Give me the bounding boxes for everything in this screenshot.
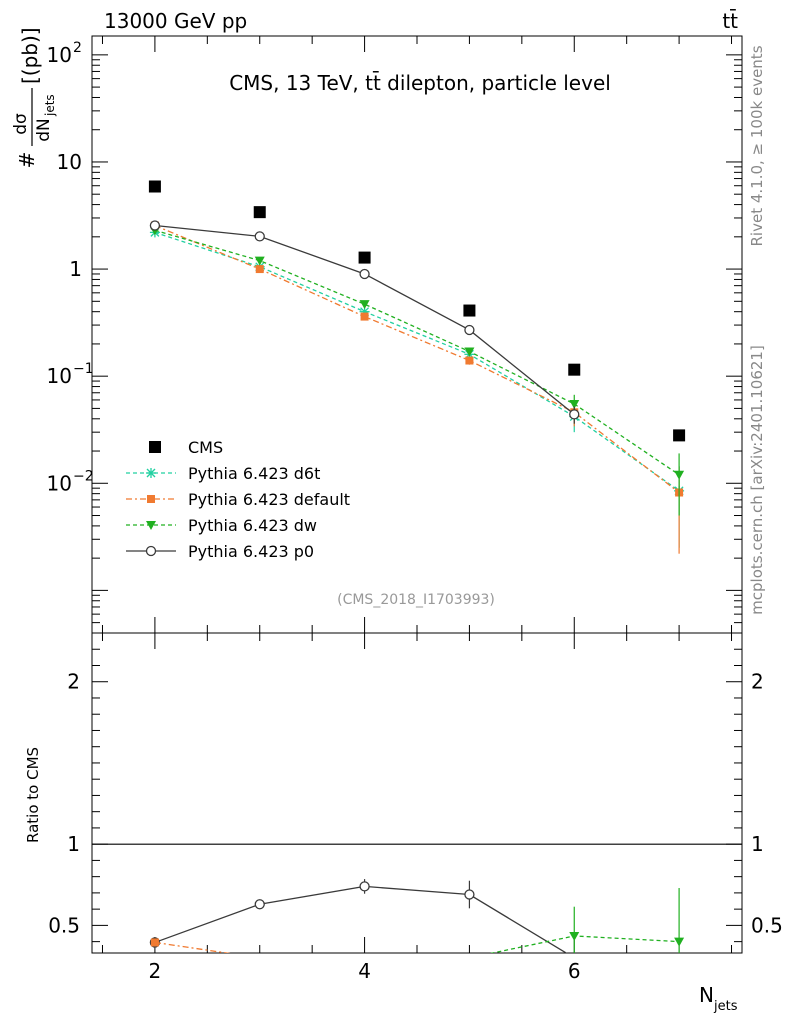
point-cms — [463, 304, 476, 317]
ratio-point-pythia-6-423-p0 — [254, 899, 265, 910]
legend-marker-pythia-6-423-d6t-stroke — [146, 468, 156, 478]
legend-label-cms: CMS — [188, 438, 223, 457]
legend-marker-pythia-6-423-p0 — [145, 545, 157, 557]
y-tick-label: 10 — [47, 43, 72, 67]
legend-label-pythia-6-423-d6t: Pythia 6.423 d6t — [188, 464, 320, 483]
ratio-y-axis-label: Ratio to CMS — [24, 747, 42, 843]
point-pythia-6-423-dw — [359, 300, 370, 310]
y-tick-label: 10 — [57, 150, 82, 174]
chart-title: CMS, 13 TeV, tt̄ dilepton, particle leve… — [229, 70, 611, 95]
ratio-y-tick-label-right: 0.5 — [751, 913, 783, 937]
ratio-series-layer — [149, 879, 685, 953]
point-pythia-6-423-default — [255, 265, 264, 274]
point-cms — [253, 206, 266, 219]
series-cms-data — [148, 180, 686, 442]
source-label: mcplots.cern.ch [arXiv:2401.10621] — [748, 345, 766, 615]
point-pythia-6-423-dw — [254, 256, 265, 266]
series-pythia-6-423-p0 — [149, 220, 580, 424]
header-left-label: 13000 GeV pp — [104, 9, 247, 33]
y-axis-label: # dσ dN jets [(pb)] — [11, 27, 57, 168]
y-label-denominator: dN — [34, 118, 54, 142]
point-pythia-6-423-default — [465, 356, 474, 365]
point-pythia-6-423-p0 — [464, 324, 475, 336]
legend-marker-cms — [149, 441, 161, 453]
y-label-numerator: dσ — [11, 113, 31, 135]
point-pythia-6-423-dw — [674, 470, 685, 480]
ratio-y-tick-label-right: 1 — [751, 832, 764, 856]
ratio-plot-frame — [91, 632, 743, 954]
rivet-version-label: Rivet 4.1.0, ≥ 100k events — [748, 45, 766, 246]
series-line-pythia-6-423-dw — [154, 229, 680, 476]
x-tick-label: 2 — [149, 959, 162, 983]
legend-label-pythia-6-423-dw: Pythia 6.423 dw — [188, 516, 317, 535]
x-axis-label: N jets — [699, 983, 738, 1014]
point-pythia-6-423-p0 — [254, 231, 265, 242]
ratio-y-tick-label: 0.5 — [48, 913, 80, 937]
ratio-point-pythia-6-423-p0 — [359, 881, 370, 892]
point-pythia-6-423-dw — [569, 399, 580, 409]
point-pythia-6-423-default — [360, 312, 369, 321]
ratio-y-tick-label-right: 2 — [751, 670, 764, 694]
y-label-unit: [(pb)] — [18, 27, 42, 84]
series-line-pythia-6-423-default — [154, 224, 680, 494]
legend: CMS Pythia 6.423 d6t Pythia 6.423 default P… — [126, 438, 350, 561]
y-tick-label: 10 — [47, 364, 72, 388]
ratio-y-tick-label: 1 — [67, 832, 80, 856]
ratio-pythia-6-423-p0 — [149, 879, 568, 953]
legend-label-pythia-6-423-p0: Pythia 6.423 p0 — [188, 542, 314, 561]
ratio-point-pythia-6-423-p0 — [464, 889, 475, 900]
point-pythia-6-423-p0 — [359, 268, 370, 280]
x-label-main: N — [699, 983, 714, 1007]
point-cms — [568, 363, 581, 376]
point-pythia-6-423-dw — [464, 347, 475, 357]
point-cms — [358, 251, 371, 264]
point-cms — [673, 429, 686, 442]
ratio-axis-ticks: 2 4 6 0.5 0.5 1 1 2 2 — [48, 633, 783, 983]
analysis-watermark: (CMS_2018_I1703993) — [337, 592, 495, 608]
series-line-pythia-6-423-d6t — [154, 231, 680, 492]
point-pythia-6-423-p0 — [569, 409, 580, 420]
ratio-pythia-6-423-dw — [489, 888, 685, 953]
point-cms — [148, 180, 161, 193]
ratio-y-tick-label: 2 — [67, 670, 80, 694]
ratio-point-pythia-6-423-dw — [674, 937, 685, 947]
x-label-sub: jets — [713, 999, 738, 1014]
point-pythia-6-423-p0 — [149, 220, 161, 231]
main-series-layer — [148, 180, 686, 554]
legend-marker-pythia-6-423-d6t — [146, 468, 156, 478]
y-tick-exponent: −2 — [73, 468, 94, 484]
y-tick-exponent: 2 — [73, 40, 82, 56]
ratio-pythia-6-423-default — [150, 938, 232, 953]
x-tick-label: 6 — [568, 959, 581, 983]
legend-label-pythia-6-423-default: Pythia 6.423 default — [188, 490, 350, 509]
x-tick-label: 4 — [358, 959, 371, 983]
y-label-denominator-sub: jets — [43, 94, 57, 117]
legend-marker-pythia-6-423-dw — [146, 521, 156, 530]
legend-marker-pythia-6-423-default — [147, 495, 155, 503]
header-right-label: tt̄ — [722, 8, 738, 33]
y-tick-label: 10 — [47, 471, 72, 495]
y-tick-exponent: −1 — [73, 361, 94, 377]
y-label-hash: # — [15, 152, 39, 169]
ratio-point-pythia-6-423-default — [150, 938, 159, 947]
y-tick-label: 1 — [69, 257, 82, 281]
ratio-point-pythia-6-423-dw — [569, 931, 580, 941]
